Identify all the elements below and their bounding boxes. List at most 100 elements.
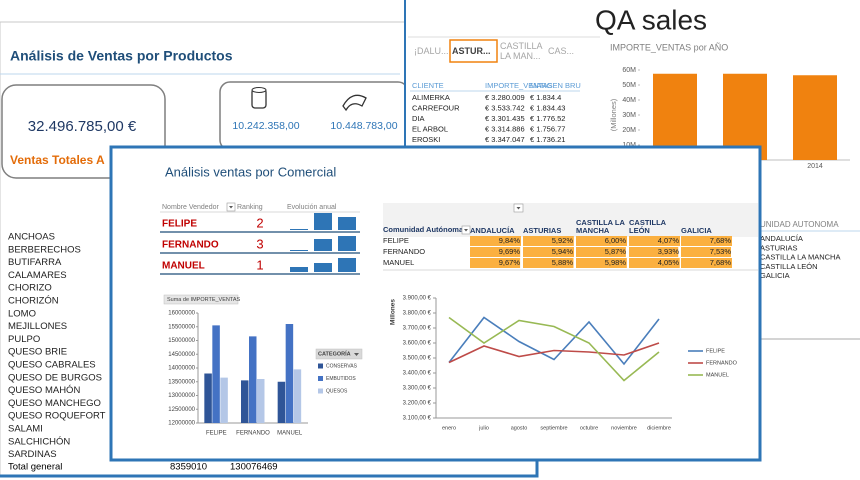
region-name: CASTILLA LA MANCHA xyxy=(760,253,840,262)
dropdown-arrow xyxy=(464,229,468,232)
x-tick-label: julio xyxy=(478,425,489,431)
category-total: 10.448.783,00 xyxy=(330,120,397,132)
pivot-column-header: ASTURIAS xyxy=(523,226,562,236)
product-name: QUESO MAHÓN xyxy=(8,385,80,396)
tab: CAS... xyxy=(548,45,575,56)
y-tick-label: 3.800,00 € xyxy=(403,311,432,317)
bar xyxy=(257,379,265,423)
spark-bar xyxy=(290,229,308,230)
product-name: SARDINAS xyxy=(8,449,57,460)
product-name: PULPO xyxy=(8,334,40,345)
total-value: 130076469 xyxy=(230,462,278,473)
y-tick-label: 40M xyxy=(622,97,636,104)
table-cell: € 1.736.21 xyxy=(530,135,565,144)
kpi-value: 32.496.785,00 € xyxy=(28,118,137,135)
pivot-cell: 5,98% xyxy=(605,258,627,267)
spark-bar xyxy=(314,239,332,251)
data-bar xyxy=(523,236,574,246)
dropdown-arrow xyxy=(229,206,233,209)
total-label: Total general xyxy=(8,462,62,473)
table-header: MARGEN BRU xyxy=(530,81,581,90)
x-tick-label: FELIPE xyxy=(206,431,227,437)
data-bar xyxy=(470,258,521,268)
bar xyxy=(793,75,837,160)
product-name: SALCHICHÓN xyxy=(8,436,70,447)
x-tick-label: MANUEL xyxy=(277,431,303,437)
spark-bar xyxy=(314,213,332,230)
seller-rank: 1 xyxy=(256,257,263,272)
spark-bar xyxy=(314,263,332,272)
table-cell: EL ARBOL xyxy=(412,124,448,133)
chart-title: IMPORTE_VENTAS por AÑO xyxy=(610,42,728,52)
x-tick-label: noviembre xyxy=(611,425,637,431)
pivot-header-bg xyxy=(383,203,758,237)
legend-title-tag xyxy=(315,348,363,360)
kpi-label: Ventas Totales A xyxy=(10,153,105,167)
data-line xyxy=(448,316,660,382)
pivot-cell: 7,53% xyxy=(710,247,732,256)
pivot-cell: 5,92% xyxy=(552,236,574,245)
table-cell: € 1.834.43 xyxy=(530,103,565,112)
tab-box: CAS... xyxy=(548,45,575,56)
data-bar xyxy=(681,247,732,257)
x-tick-label: FERNANDO xyxy=(236,431,270,437)
y-tick-label: 3.600,00 € xyxy=(403,341,432,347)
product-name: CHORIZÓN xyxy=(8,296,59,307)
table-cell: € 1.834.4 xyxy=(530,93,561,102)
legend-swatch xyxy=(318,376,323,381)
table-cell: € 3.314.886 xyxy=(485,124,525,133)
seller-rank: 3 xyxy=(256,236,263,251)
pivot-cell: 5,87% xyxy=(605,247,627,256)
chart-title: Suma de IMPORTE_VENTAS xyxy=(167,297,240,303)
pivot-cell: 4,07% xyxy=(658,236,680,245)
bar xyxy=(220,377,228,423)
table-header: IMPORTE_VENTAS xyxy=(485,81,553,90)
y-tick-label: 3.900,00 € xyxy=(403,296,432,302)
spark-bar xyxy=(338,236,356,251)
y-axis-label: Millones xyxy=(390,299,397,325)
selected-tab xyxy=(449,39,498,63)
tab-box: ASTUR... xyxy=(452,46,491,56)
spark-bar xyxy=(338,258,356,272)
pivot-cell: 5,94% xyxy=(552,247,574,256)
category-total: 10.242.358,00 xyxy=(232,120,299,132)
pivot-cell: 4,05% xyxy=(658,258,680,267)
y-tick-label: 3.100,00 € xyxy=(403,416,432,422)
y-tick-label: 15000000 xyxy=(168,338,195,344)
product-name: SALAMI xyxy=(8,424,43,435)
bar xyxy=(285,324,294,423)
y-tick-label: 3.200,00 € xyxy=(403,401,432,407)
legend-label: QUESOS xyxy=(326,388,348,394)
y-tick-label: 10M xyxy=(622,142,636,149)
table-cell: € 1.776.52 xyxy=(530,114,565,123)
region-name: ASTURIAS xyxy=(760,243,798,252)
pivot-cell: 3,93% xyxy=(658,247,680,256)
tab: ¡DALU... xyxy=(414,45,449,56)
spark-bar xyxy=(338,217,356,230)
data-bar xyxy=(523,258,574,268)
product-name: QUESO BRIE xyxy=(8,347,67,358)
table-cell: DIA xyxy=(412,114,425,123)
x-tick-label: septiembre xyxy=(540,425,567,431)
table-cell: EROSKI xyxy=(412,135,440,144)
product-name: BUTIFARRA xyxy=(8,257,62,268)
legend-swatch xyxy=(318,388,323,394)
product-name: QUESO DE BURGOS xyxy=(8,372,102,383)
bar xyxy=(241,380,249,423)
data-bar xyxy=(681,236,732,246)
pivot-column-header: CASTILLA LEÓN xyxy=(629,217,666,236)
pivot-column-header: CASTILLA LA MANCHA xyxy=(576,217,625,236)
y-axis-label: (Millones) xyxy=(609,98,618,131)
seller-rank: 2 xyxy=(256,215,263,230)
y-tick-label: 15500000 xyxy=(168,324,195,330)
y-tick-label: 30M xyxy=(622,112,636,119)
product-name: LOMO xyxy=(8,308,36,319)
data-line xyxy=(448,342,660,364)
table-cell: € 3.347.047 xyxy=(485,135,525,144)
y-tick-label: 16000000 xyxy=(168,311,195,317)
pivot-column-header-box: CASTILLA LEÓN xyxy=(629,217,666,236)
table-header: CLIENTE xyxy=(412,81,444,90)
y-tick-label: 60M xyxy=(622,67,636,74)
legend-label: EMBUTIDOS xyxy=(326,376,356,382)
pivot-column-header-box: ANDALUCÍA xyxy=(470,227,515,236)
